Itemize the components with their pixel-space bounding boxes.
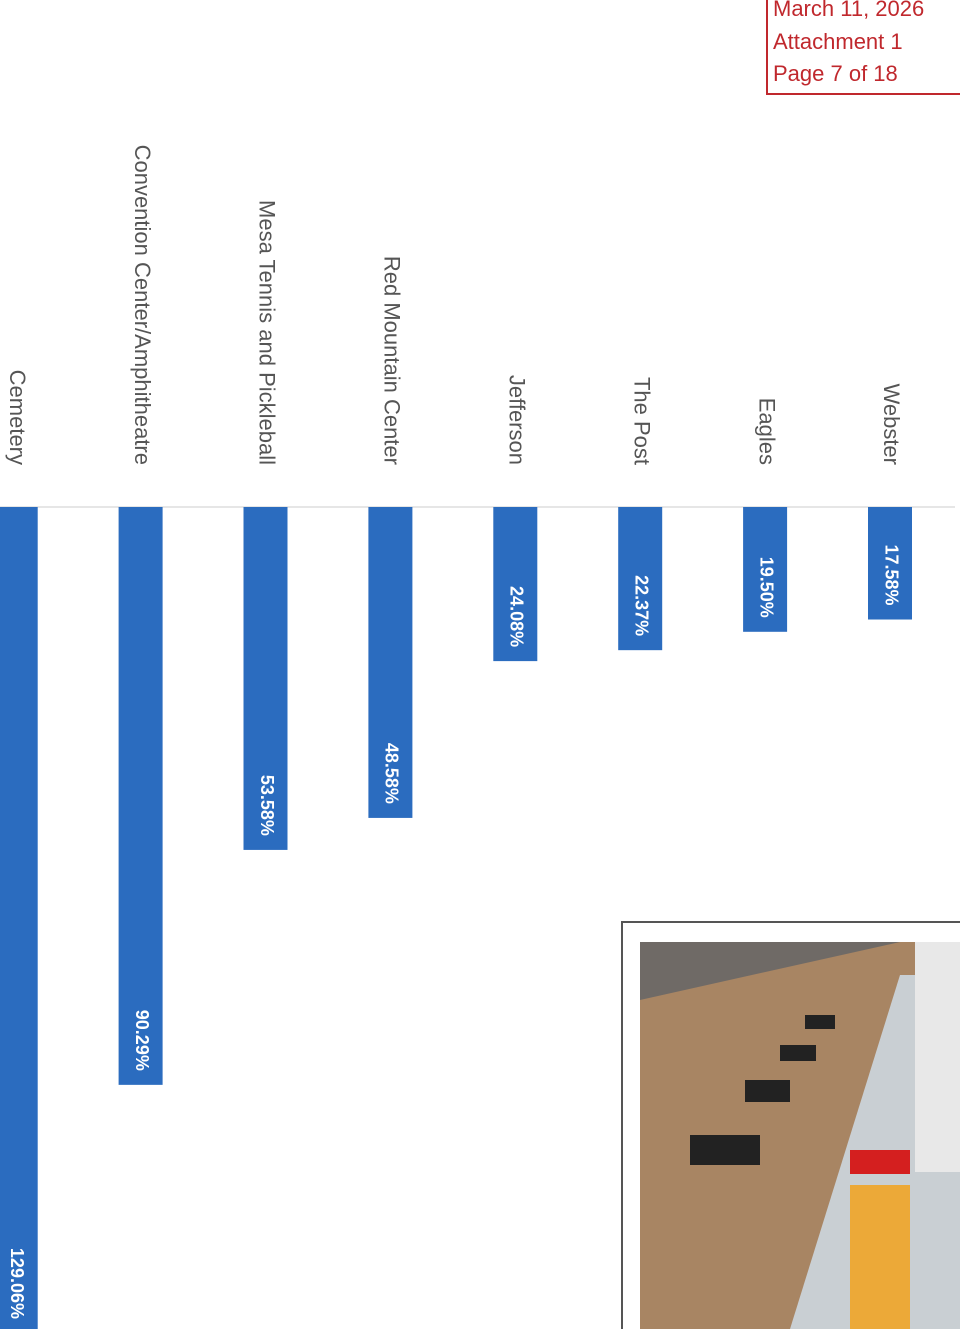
value-label: 19.50% [756,557,776,618]
category-label: Webster [879,383,904,465]
bar [493,507,538,662]
value-label: 17.58% [881,544,901,605]
category-label: Jefferson [504,375,529,465]
category-label: Eagles [754,398,779,465]
stamp-box [766,0,960,95]
bar [868,507,912,620]
stamp-line: Page 7 of 18 [773,61,898,86]
value-label: 53.58% [257,775,277,836]
stamp-line: Attachment 1 [773,29,903,54]
category-label: Cemetery [5,370,30,465]
photo [621,921,960,1329]
value-label: 24.08% [507,586,527,647]
category-label: The Post [629,377,654,465]
value-label: 48.58% [382,743,402,804]
category-label: Red Mountain Center [380,256,405,465]
bar [243,507,288,850]
category-label: Mesa Tennis and Pickleball [255,200,280,465]
bar [368,507,413,818]
value-label: 90.29% [132,1010,152,1071]
bar [618,507,663,651]
bar [0,507,38,1329]
bar [118,507,163,1085]
stamp-line: March 11, 2026 [773,0,924,21]
bar [743,507,788,632]
value-label: 22.37% [631,575,651,636]
value-label: 129.06% [7,1248,27,1319]
category-label: Convention Center/Amphitheatre [130,145,155,465]
